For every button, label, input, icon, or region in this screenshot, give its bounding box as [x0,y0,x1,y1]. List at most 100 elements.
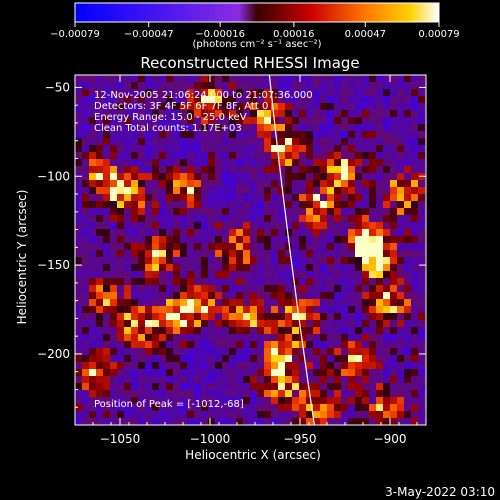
heatmap-cell [404,271,411,278]
heatmap-cell [222,117,229,124]
heatmap-cell [138,229,145,236]
heatmap-cell [159,124,166,131]
heatmap-cell [152,159,159,166]
heatmap-cell [404,327,411,334]
heatmap-cell [229,152,236,159]
heatmap-cell [117,355,124,362]
heatmap-cell [159,362,166,369]
heatmap-cell [187,180,194,187]
heatmap-cell [187,103,194,110]
heatmap-cell [397,404,404,411]
heatmap-cell [96,411,103,418]
heatmap-cell [89,299,96,306]
heatmap-cell [215,278,222,285]
heatmap-cell [82,166,89,173]
heatmap-cell [138,180,145,187]
heatmap-cell [376,194,383,201]
heatmap-cell [271,418,278,425]
heatmap-cell [390,89,397,96]
heatmap-cell [362,285,369,292]
heatmap-cell [75,397,82,404]
heatmap-cell [103,103,110,110]
heatmap-cell [271,348,278,355]
heatmap-cell [306,418,313,425]
heatmap-cell [390,82,397,89]
heatmap-cell [285,369,292,376]
heatmap-cell [215,222,222,229]
heatmap-cell [418,194,425,201]
heatmap-cell [320,264,327,271]
heatmap-cell [257,208,264,215]
heatmap-cell [397,376,404,383]
heatmap-cell [138,96,145,103]
heatmap-cell [110,117,117,124]
heatmap-cell [362,131,369,138]
heatmap-cell [278,355,285,362]
heatmap-cell [152,236,159,243]
heatmap-cell [271,397,278,404]
heatmap-cell [418,250,425,257]
heatmap-cell [418,243,425,250]
heatmap-cell [313,404,320,411]
heatmap-cell [390,194,397,201]
heatmap-cell [404,187,411,194]
heatmap-cell [152,89,159,96]
heatmap-cell [327,229,334,236]
heatmap-cell [131,82,138,89]
heatmap-cell [236,75,243,82]
heatmap-cell [131,208,138,215]
heatmap-cell [208,222,215,229]
heatmap-cell [285,201,292,208]
heatmap-cell [229,313,236,320]
heatmap-cell [390,390,397,397]
heatmap-cell [152,208,159,215]
heatmap-cell [292,362,299,369]
heatmap-cell [187,292,194,299]
heatmap-cell [341,348,348,355]
heatmap-cell [124,138,131,145]
heatmap-cell [110,313,117,320]
heatmap-cell [145,201,152,208]
heatmap-cell [264,222,271,229]
heatmap-cell [411,229,418,236]
heatmap-cell [208,110,215,117]
heatmap-cell [390,124,397,131]
heatmap-cell [250,138,257,145]
heatmap-cell [173,229,180,236]
heatmap-cell [278,418,285,425]
heatmap-cell [103,138,110,145]
heatmap-cell [124,82,131,89]
heatmap-cell [383,117,390,124]
heatmap-cell [236,404,243,411]
heatmap-cell [152,278,159,285]
heatmap-cell [159,257,166,264]
heatmap-cell [138,418,145,425]
heatmap-cell [208,278,215,285]
heatmap-cell [222,264,229,271]
heatmap-cell [271,215,278,222]
heatmap-cell [229,285,236,292]
heatmap-cell [166,292,173,299]
heatmap-cell [271,264,278,271]
heatmap-cell [208,82,215,89]
heatmap-cell [194,404,201,411]
heatmap-cell [89,264,96,271]
heatmap-cell [418,96,425,103]
heatmap-cell [418,131,425,138]
heatmap-cell [82,131,89,138]
heatmap-cell [243,194,250,201]
heatmap-cell [292,201,299,208]
heatmap-cell [334,320,341,327]
heatmap-cell [383,411,390,418]
heatmap-cell [152,82,159,89]
heatmap-cell [306,138,313,145]
heatmap-cell [208,390,215,397]
heatmap-cell [194,278,201,285]
heatmap-cell [131,229,138,236]
heatmap-cell [208,215,215,222]
heatmap-cell [131,257,138,264]
heatmap-cell [250,159,257,166]
heatmap-cell [138,89,145,96]
heatmap-cell [152,103,159,110]
heatmap-cell [180,208,187,215]
